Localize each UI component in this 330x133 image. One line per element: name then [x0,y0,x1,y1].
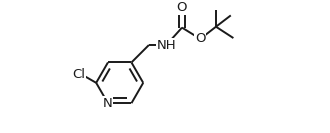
Text: N: N [103,97,113,110]
Text: Cl: Cl [72,68,85,81]
Text: NH: NH [156,39,176,51]
Text: O: O [195,32,206,45]
Text: O: O [177,1,187,14]
